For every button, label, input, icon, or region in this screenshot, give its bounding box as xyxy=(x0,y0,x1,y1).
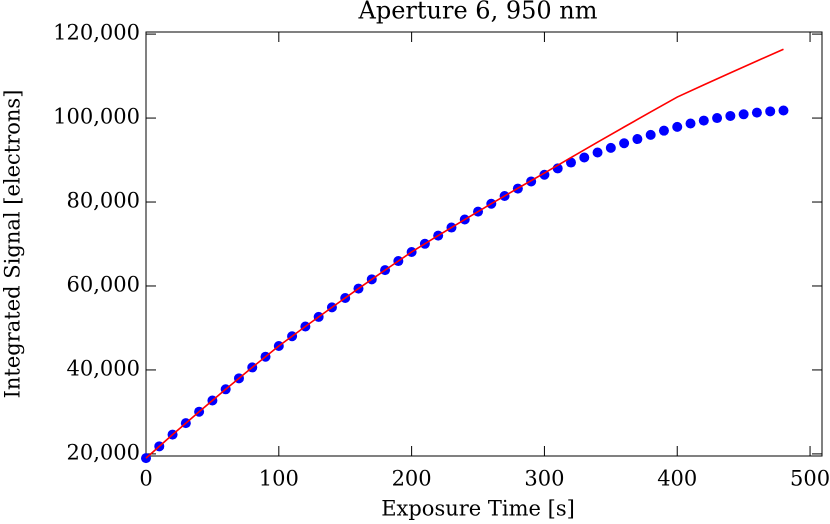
data-point xyxy=(765,106,776,117)
chart-title: Aperture 6, 950 nm xyxy=(358,0,598,25)
plot-frame xyxy=(145,31,823,457)
data-point xyxy=(778,105,789,116)
y-tick-label: 120,000 xyxy=(53,21,140,45)
y-tick-label: 20,000 xyxy=(67,440,140,464)
data-point xyxy=(725,110,736,121)
y-tick-label: 60,000 xyxy=(67,272,140,296)
y-tick-label: 80,000 xyxy=(67,189,140,213)
data-point xyxy=(672,121,683,132)
y-tick-label: 100,000 xyxy=(53,105,140,129)
x-tick-label: 100 xyxy=(259,467,299,491)
data-point xyxy=(698,115,709,126)
fit-line xyxy=(145,48,784,459)
x-tick-label: 500 xyxy=(790,467,830,491)
data-point xyxy=(645,129,656,140)
data-point xyxy=(605,142,616,153)
y-tick-label: 40,000 xyxy=(67,356,140,380)
x-tick-label: 400 xyxy=(657,467,697,491)
data-point xyxy=(738,109,749,120)
data-point xyxy=(565,157,576,168)
data-point xyxy=(632,134,643,145)
data-point xyxy=(592,147,603,158)
x-tick-label: 300 xyxy=(524,467,564,491)
x-tick-label: 200 xyxy=(392,467,432,491)
x-tick-label: 0 xyxy=(139,467,152,491)
x-axis-label: Exposure Time [s] xyxy=(381,497,575,521)
data-point xyxy=(658,125,669,136)
data-point xyxy=(685,118,696,129)
y-axis-label: Integrated Signal [electrons] xyxy=(1,90,25,399)
data-point xyxy=(619,138,630,149)
data-point xyxy=(579,152,590,163)
data-point xyxy=(751,107,762,118)
data-point xyxy=(712,113,723,124)
